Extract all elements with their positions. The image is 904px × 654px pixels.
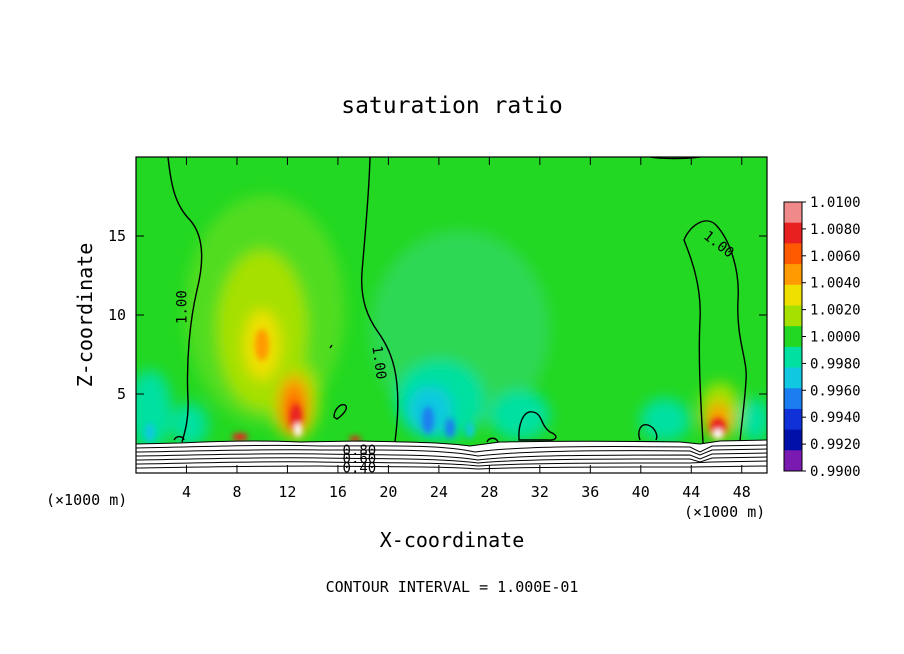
saturation-field-detail — [145, 329, 726, 442]
x-tick-label: 48 — [733, 483, 751, 501]
x-tick-label: 8 — [232, 483, 241, 501]
x-tick-label: 12 — [278, 483, 296, 501]
lower-layer — [136, 440, 767, 473]
contour-left — [167, 157, 203, 443]
colorbar-swatch — [784, 202, 802, 224]
y-axis-ticks: 5 10 15 — [108, 227, 767, 403]
chart-title: saturation ratio — [341, 93, 563, 119]
x-tick-label: 24 — [430, 483, 448, 501]
contour-small-1 — [333, 403, 347, 420]
colorbar-label: 0.9980 — [810, 356, 861, 372]
y-tick-label: 15 — [108, 227, 126, 245]
contour-label: 1.00 — [368, 345, 389, 381]
colorbar-swatch — [784, 222, 802, 244]
colorbar-label: 0.9940 — [810, 410, 861, 426]
footer-text: CONTOUR INTERVAL = 1.000E-01 — [326, 578, 579, 596]
contour-label-text: 1.00 — [368, 345, 389, 381]
colorbar-swatch — [784, 284, 802, 306]
contour-label-text: 0.80 — [343, 443, 377, 459]
colorbar-label: 0.9900 — [810, 464, 861, 480]
x-tick-label: 36 — [581, 483, 599, 501]
contour-small-5 — [173, 435, 185, 441]
contour-label: 0.80 — [343, 443, 377, 459]
contour-label-text: 0.60 — [343, 451, 377, 467]
x-tick-label: 44 — [682, 483, 700, 501]
colorbar: 1.0100 1.0080 1.0060 1.0040 1.0020 1.0000 0.99… — [783, 195, 861, 480]
colorbar-swatch — [784, 346, 802, 369]
contour-label: 0.60 — [343, 451, 377, 467]
colorbar-swatch — [784, 326, 802, 348]
unity-contours — [167, 157, 747, 444]
colorbar-label: 0.9960 — [810, 383, 861, 399]
x-tick-label: 40 — [632, 483, 650, 501]
colorbar-swatch — [784, 388, 802, 410]
x-unit-right: (×1000 m) — [684, 503, 765, 521]
lower-contours — [136, 439, 767, 470]
x-tick-label: 28 — [480, 483, 498, 501]
y-tick-label: 10 — [108, 306, 126, 324]
contour-small-2 — [518, 411, 557, 441]
x-tick-label: 32 — [531, 483, 549, 501]
colorbar-swatch — [784, 305, 802, 327]
colorbar-swatch — [784, 408, 802, 431]
colorbar-label: 1.0000 — [810, 330, 861, 346]
contour-label: 1.00 — [174, 290, 190, 324]
contour-label-text: 1.00 — [174, 290, 190, 324]
colorbar-label: 1.0100 — [810, 195, 861, 211]
y-tick-label: 5 — [117, 385, 126, 403]
colorbar-label: 1.0040 — [810, 276, 861, 292]
colorbar-swatch — [784, 367, 802, 389]
colorbar-label: 1.0080 — [810, 222, 861, 238]
colorbar-label: 0.9920 — [810, 437, 861, 453]
x-axis-ticks: 4 8 12 16 20 24 28 32 36 40 44 48 — [182, 157, 751, 501]
contour-small-4 — [486, 437, 499, 443]
contour-right — [683, 220, 747, 444]
colorbar-label: 1.0020 — [810, 303, 861, 319]
contour-label: 0.40 — [343, 460, 377, 476]
x-tick-label: 20 — [379, 483, 397, 501]
colorbar-swatch — [784, 243, 802, 265]
y-axis-label: Z-coordinate — [73, 243, 97, 388]
contour-label-text: 0.40 — [343, 460, 377, 476]
contour-small-3 — [638, 424, 658, 441]
colorbar-swatch — [784, 450, 802, 472]
x-unit-left: (×1000 m) — [46, 491, 127, 509]
x-tick-label: 4 — [182, 483, 191, 501]
x-tick-label: 16 — [329, 483, 347, 501]
colorbar-swatch — [784, 429, 802, 451]
contour-small-6 — [329, 344, 333, 349]
contour-middle — [360, 157, 399, 443]
colorbar-label: 1.0060 — [810, 249, 861, 265]
colorbar-swatch — [784, 264, 802, 286]
x-axis-label: X-coordinate — [380, 528, 525, 552]
plot-area: 1.001.001.000.800.600.40 — [136, 157, 767, 476]
